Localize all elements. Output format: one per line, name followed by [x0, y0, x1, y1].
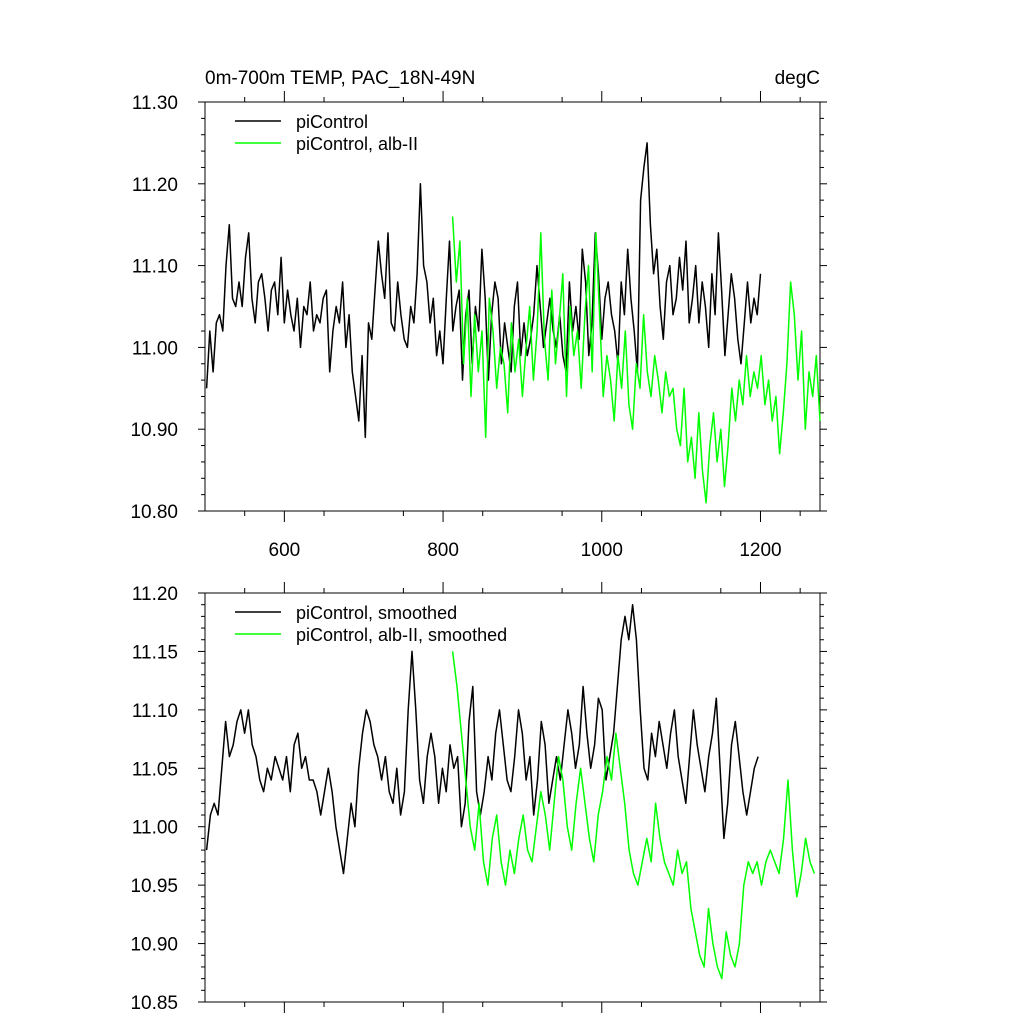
legend-label-alb-ii: piControl, alb-II: [296, 134, 418, 154]
series-lines: [205, 142, 821, 504]
axis-ticks: 10.80 10.90 11.00 11.10 11.20 11.30 600 800 1000…: [130, 91, 827, 561]
y-tick-label: 11.10: [132, 701, 178, 722]
y-tick-label: 11.20: [132, 584, 178, 605]
x-tick-label: 1200: [739, 540, 781, 561]
x-tick-label: 600: [269, 540, 301, 561]
plot-frame: [204, 592, 821, 1003]
legend-label-picontrol: piControl: [296, 112, 368, 132]
series-line-0: [205, 142, 762, 439]
plot-frame: [204, 101, 821, 512]
y-tick-label: 10.95: [130, 876, 178, 897]
series-line-1: [451, 216, 821, 504]
axis-ticks: 10.85 10.90 10.95 11.00 11.05 11.10 11.15 11.20: [130, 582, 827, 1014]
y-tick-label: 11.10: [132, 257, 178, 278]
y-tick-label: 11.00: [132, 818, 178, 839]
y-tick-label: 10.80: [130, 502, 178, 523]
y-tick-label: 11.20: [132, 175, 178, 196]
series-lines: [205, 603, 816, 980]
x-tick-label: 1000: [581, 540, 623, 561]
x-tick-label: 800: [427, 540, 459, 561]
y-tick-label: 10.90: [130, 420, 178, 441]
legend: piControl, smoothed piControl, alb-II, s…: [235, 603, 507, 645]
y-tick-label: 10.90: [130, 935, 178, 956]
y-tick-label: 10.85: [130, 993, 178, 1014]
y-tick-label: 11.05: [132, 759, 178, 780]
legend: piControl piControl, alb-II: [235, 112, 418, 154]
legend-label-alb-ii-smoothed: piControl, alb-II, smoothed: [296, 625, 507, 645]
bottom-chart-panel: 10.85 10.90 10.95 11.00 11.05 11.10 11.15 11.20…: [130, 582, 827, 1014]
series-line-0: [205, 603, 759, 875]
y-tick-label: 11.30: [132, 93, 178, 114]
legend-label-picontrol-smoothed: piControl, smoothed: [296, 603, 457, 623]
chart-title: 0m-700m TEMP, PAC_18N-49N: [205, 68, 475, 89]
y-tick-label: 11.15: [132, 642, 178, 663]
y-tick-label: 11.00: [132, 338, 178, 359]
units-label: degC: [775, 68, 820, 89]
top-chart-panel: 0m-700m TEMP, PAC_18N-49N degC 10.80 10.9…: [130, 68, 827, 561]
series-line-1: [451, 651, 816, 980]
